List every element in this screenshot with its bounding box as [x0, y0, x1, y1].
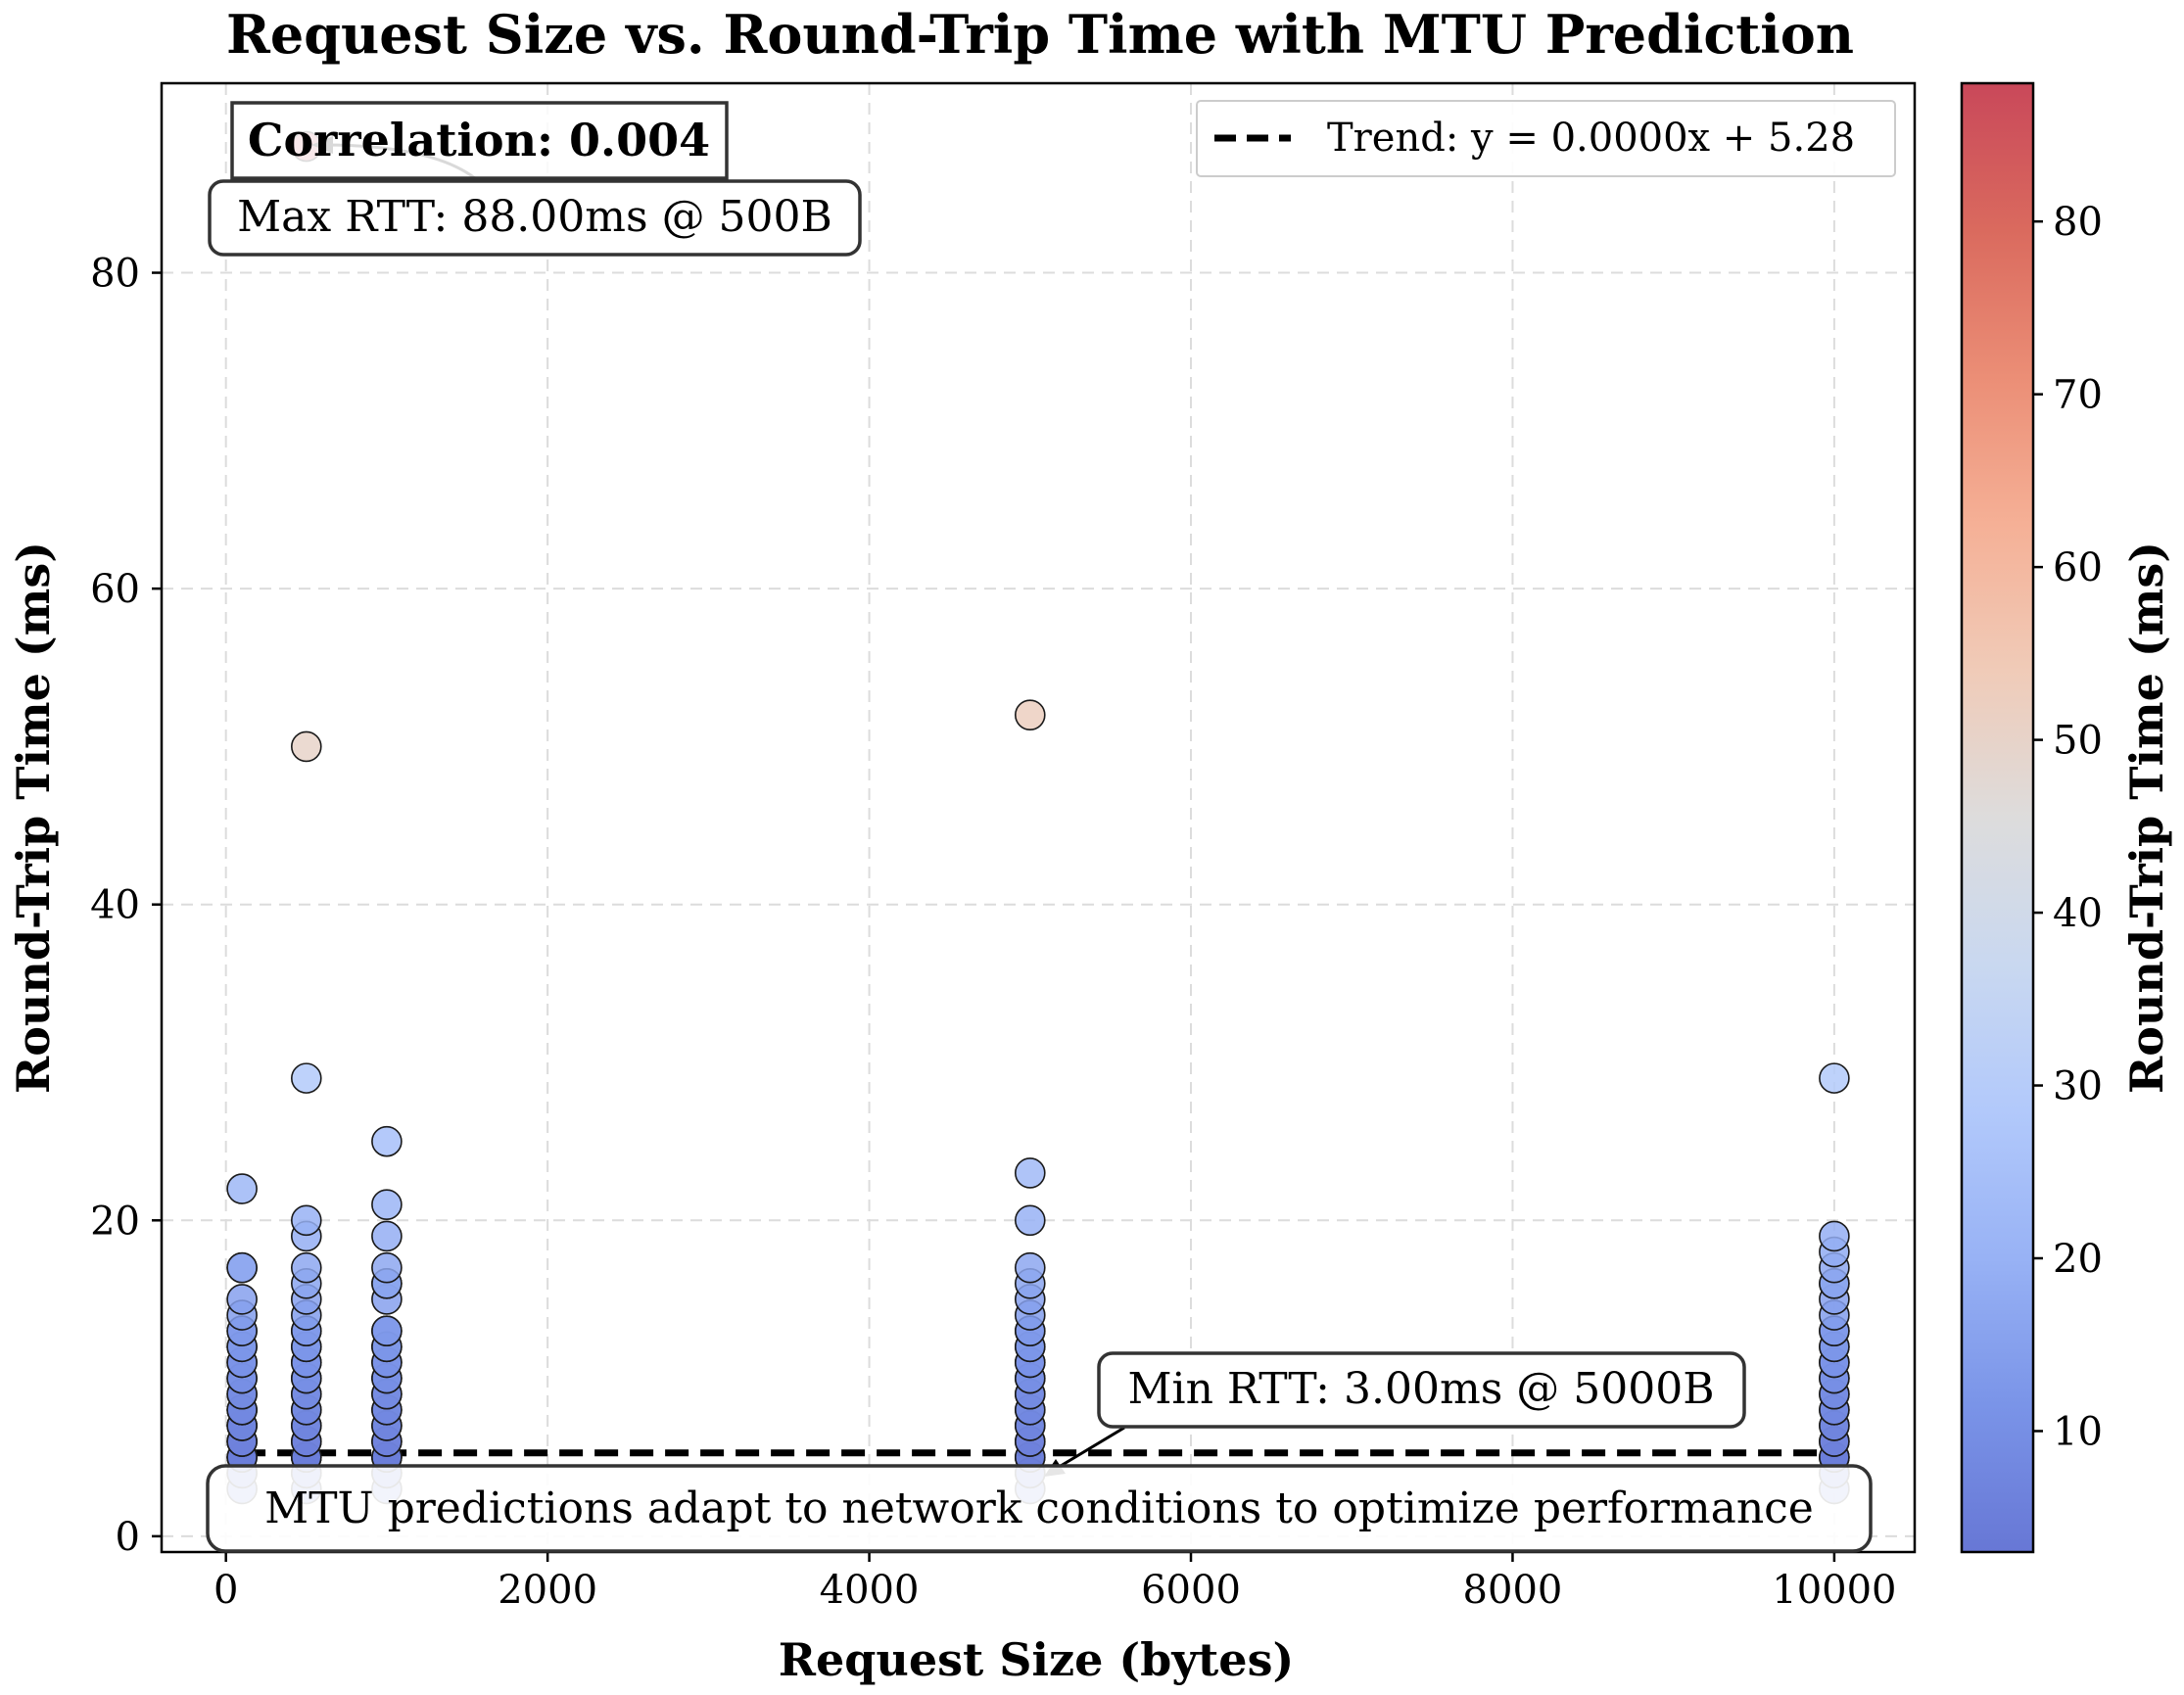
y-axis-label: Round-Trip Time (ms) — [7, 541, 60, 1094]
colorbar-tick-label: 40 — [2053, 891, 2103, 936]
colorbar-gradient — [1960, 81, 2035, 1554]
legend-box — [1196, 100, 1896, 177]
data-point — [371, 1220, 403, 1252]
data-point — [371, 1315, 403, 1346]
x-tick-label: 10000 — [1772, 1568, 1896, 1613]
y-tick-label: 0 — [116, 1515, 140, 1560]
legend-trend-label: Trend: y = 0.0000x + 5.28 — [1327, 116, 1855, 161]
data-point — [290, 1251, 322, 1284]
legend: Trend: y = 0.0000x + 5.28 — [1196, 100, 1896, 177]
y-axis: 0 20 40 60 80 — [90, 252, 162, 1560]
data-point — [1819, 1062, 1850, 1094]
colorbar-tick-label: 80 — [2053, 200, 2103, 245]
y-tick-label: 20 — [90, 1199, 140, 1244]
y-tick-label: 60 — [90, 567, 140, 612]
y-tick-label: 80 — [90, 252, 140, 297]
footer-text: MTU predictions adapt to network conditi… — [264, 1483, 1814, 1533]
colorbar: 10 20 30 40 50 60 70 80 Round-Trip Time (ms) — [1960, 81, 2173, 1554]
data-point — [371, 1251, 403, 1284]
data-point — [1819, 1220, 1850, 1252]
x-tick-label: 8000 — [1463, 1568, 1563, 1613]
data-point — [290, 1062, 322, 1094]
colorbar-tick-label: 20 — [2053, 1237, 2103, 1282]
data-point — [1014, 699, 1046, 730]
data-point — [226, 1173, 258, 1204]
min-rtt-text: Min RTT: 3.00ms @ 5000B — [1127, 1364, 1714, 1414]
colorbar-tick-label: 70 — [2053, 373, 2103, 418]
min-rtt-box — [1097, 1351, 1746, 1429]
data-point — [1014, 1251, 1046, 1284]
max-rtt-annotation: Max RTT: 88.00ms @ 500B — [208, 179, 862, 257]
data-point — [226, 1284, 258, 1315]
x-tick-label: 4000 — [820, 1568, 920, 1613]
x-axis: 0 2000 4000 6000 8000 10000 — [214, 1552, 1897, 1613]
correlation-annotation: Correlation: 0.004 — [230, 101, 729, 180]
colorbar-label: Round-Trip Time (ms) — [2120, 541, 2173, 1094]
data-point — [1014, 1204, 1046, 1237]
max-rtt-text: Max RTT: 88.00ms @ 500B — [237, 192, 832, 242]
data-point — [226, 1251, 258, 1284]
scatter-points — [226, 130, 1850, 1505]
data-point — [371, 1189, 403, 1220]
max-rtt-box — [208, 179, 862, 257]
footer-annotation: MTU predictions adapt to network conditi… — [206, 1464, 1873, 1553]
data-point — [290, 1204, 322, 1237]
correlation-box — [230, 101, 729, 180]
footer-box — [206, 1464, 1873, 1553]
colorbar-tick-label: 50 — [2053, 719, 2103, 764]
x-tick-label: 6000 — [1141, 1568, 1241, 1613]
chart-title: Request Size vs. Round-Trip Time with MT… — [226, 3, 1854, 66]
x-tick-label: 2000 — [498, 1568, 597, 1613]
colorbar-tick-label: 10 — [2053, 1409, 2103, 1454]
x-tick-label: 0 — [214, 1568, 238, 1613]
data-point — [290, 730, 322, 763]
y-tick-label: 40 — [90, 883, 140, 928]
correlation-text: Correlation: 0.004 — [248, 114, 710, 166]
min-rtt-arrow — [1055, 1426, 1125, 1471]
x-axis-label: Request Size (bytes) — [779, 1633, 1294, 1686]
colorbar-ticks: 10 20 30 40 50 60 70 80 — [2033, 200, 2103, 1454]
data-point — [371, 1125, 403, 1157]
colorbar-tick-label: 60 — [2053, 545, 2103, 590]
data-point — [1014, 1157, 1046, 1189]
min-rtt-annotation: Min RTT: 3.00ms @ 5000B — [1097, 1351, 1746, 1429]
colorbar-tick-label: 30 — [2053, 1064, 2103, 1109]
